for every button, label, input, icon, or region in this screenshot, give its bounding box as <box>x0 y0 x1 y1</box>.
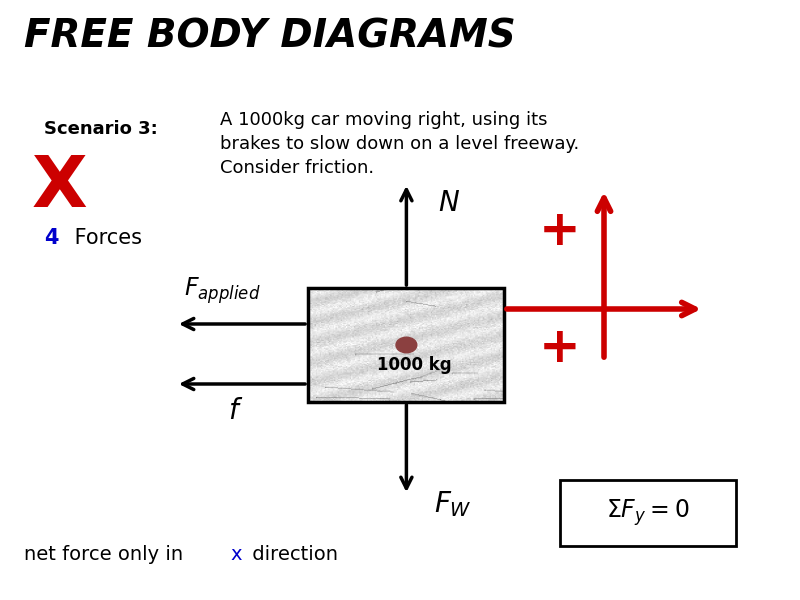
Text: 1000 kg: 1000 kg <box>377 356 452 374</box>
Text: A 1000kg car moving right, using its: A 1000kg car moving right, using its <box>220 111 547 129</box>
Text: net force only in: net force only in <box>24 545 190 565</box>
Text: $F_W$: $F_W$ <box>434 489 472 519</box>
Text: $N$: $N$ <box>438 189 461 217</box>
Text: Scenario 3:: Scenario 3: <box>44 120 158 138</box>
Text: +: + <box>539 324 581 372</box>
Text: 4: 4 <box>44 228 58 248</box>
Text: X: X <box>32 153 88 222</box>
Text: $F_{applied}$: $F_{applied}$ <box>184 275 261 307</box>
Text: $\Sigma F_y = 0$: $\Sigma F_y = 0$ <box>606 497 690 529</box>
Text: x: x <box>230 545 242 565</box>
Bar <box>308 288 504 402</box>
Bar <box>560 480 736 546</box>
Text: FREE BODY DIAGRAMS: FREE BODY DIAGRAMS <box>24 18 516 56</box>
Text: $f$: $f$ <box>228 397 244 425</box>
Text: Forces: Forces <box>68 228 142 248</box>
Circle shape <box>396 337 417 353</box>
Text: direction: direction <box>246 545 338 565</box>
Text: Consider friction.: Consider friction. <box>220 159 374 177</box>
Text: brakes to slow down on a level freeway.: brakes to slow down on a level freeway. <box>220 135 579 153</box>
Text: +: + <box>539 207 581 255</box>
